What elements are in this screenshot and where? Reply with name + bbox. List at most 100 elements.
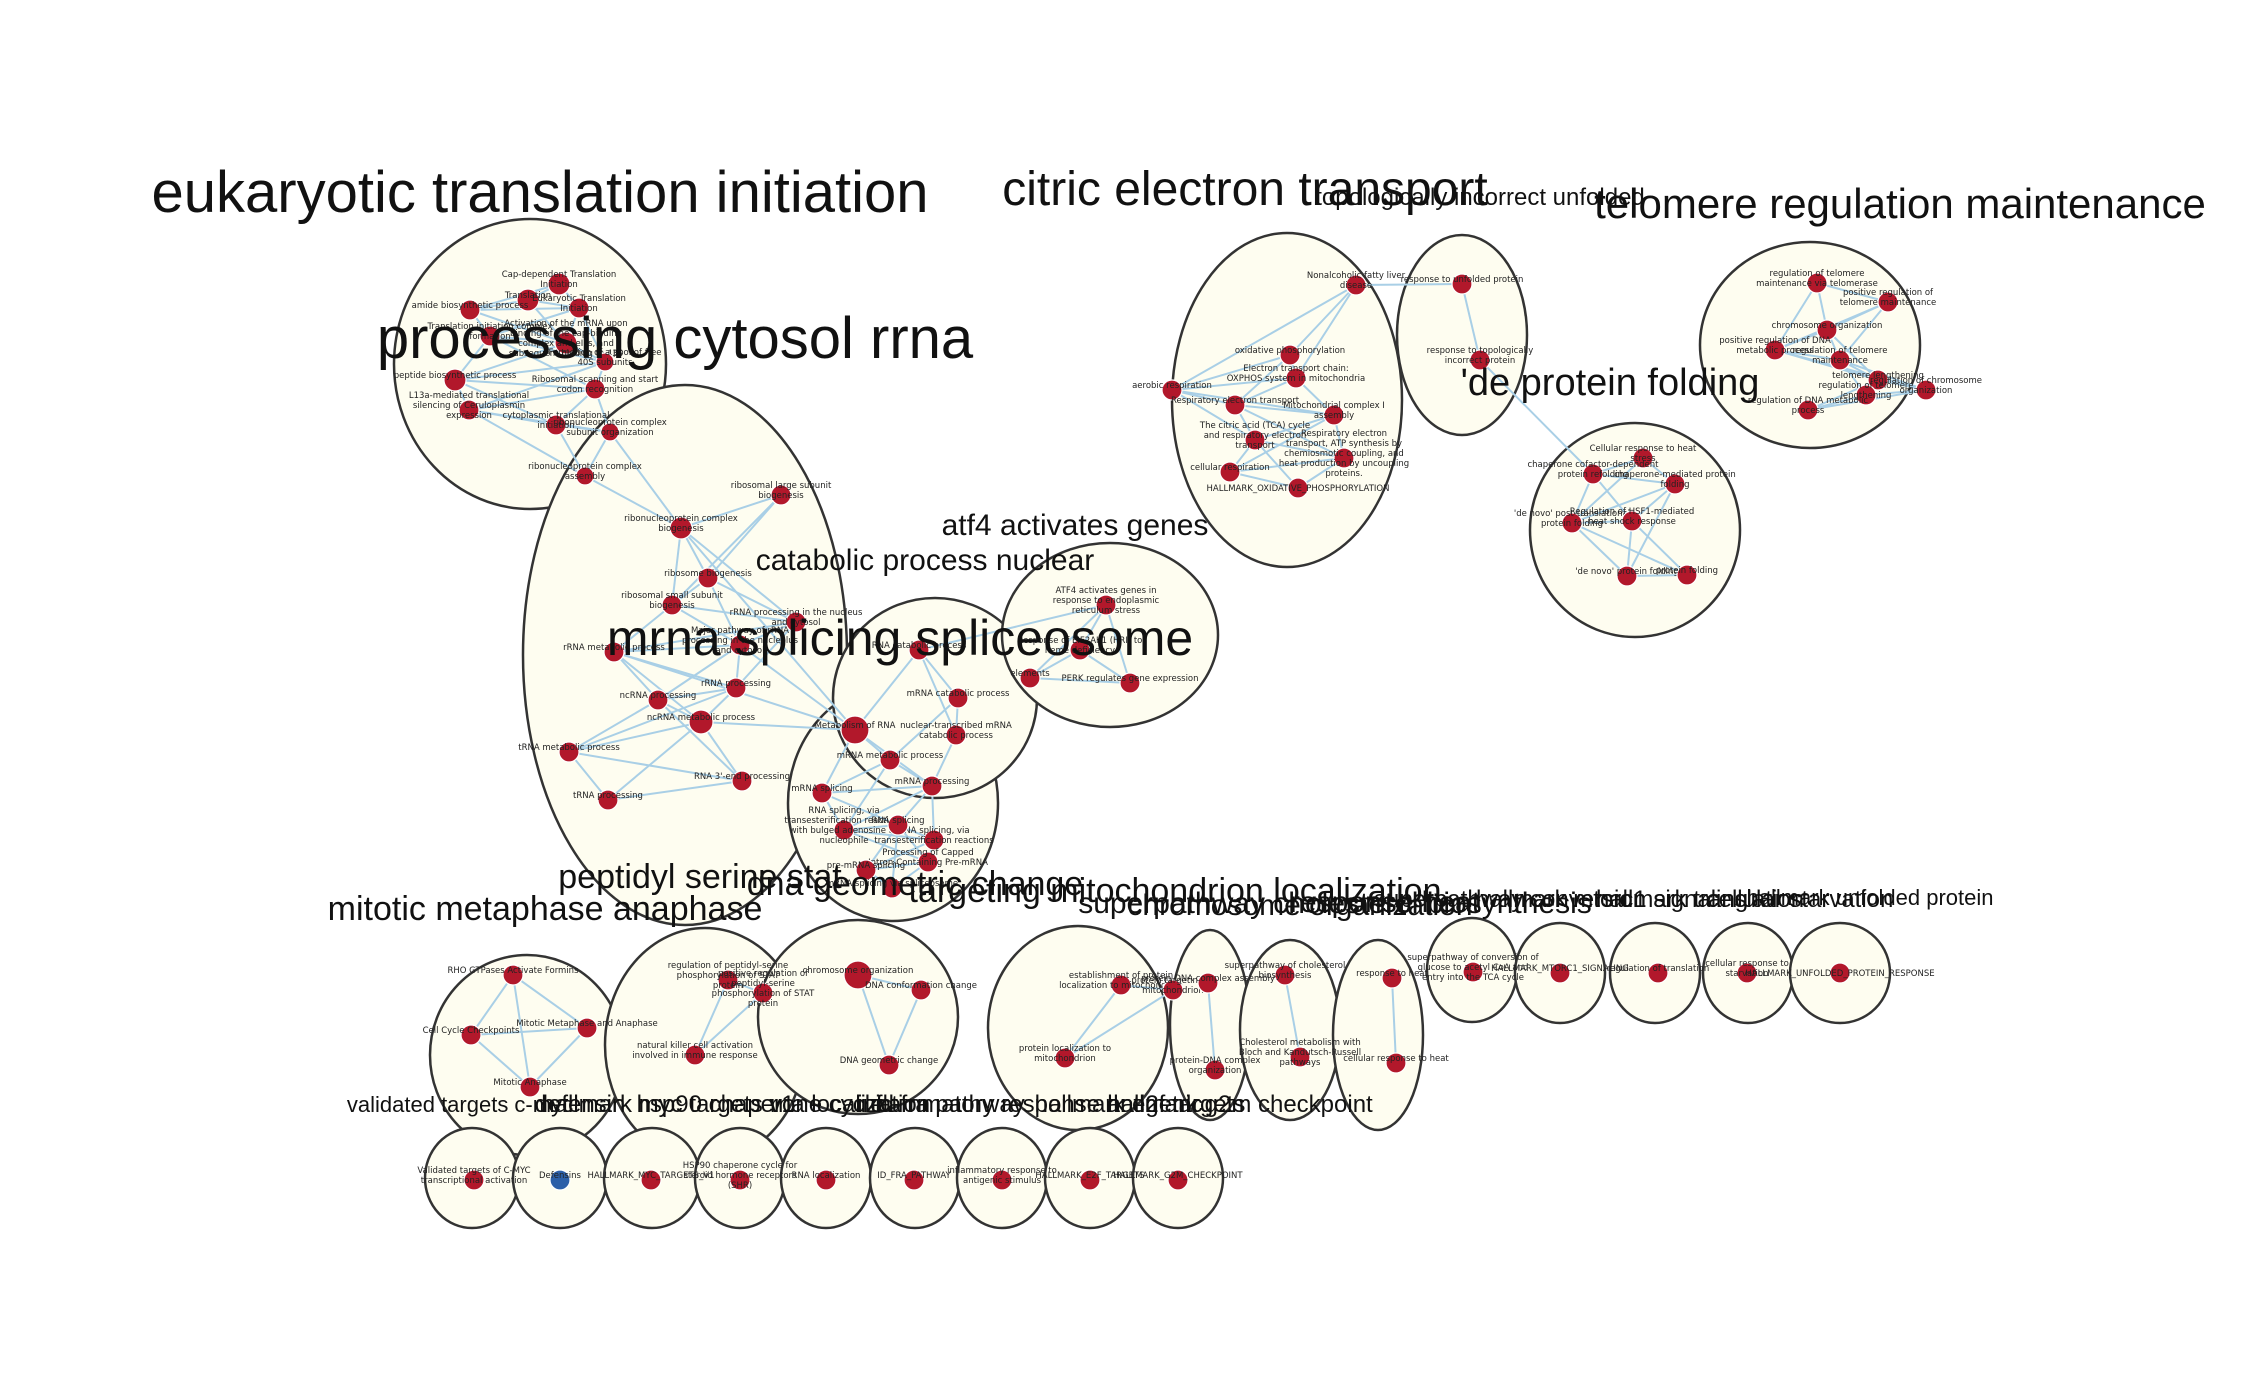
node-l13a-mediated-translational-silencing-of-ceruloplasmin-expre[interactable]: [458, 399, 480, 421]
node-cytoplasmic-translational-initiation[interactable]: [545, 414, 567, 436]
node-protein-targeting-to-mitochondrion[interactable]: [1162, 979, 1184, 1001]
node-regulation-of-telomere-maintenance[interactable]: [1829, 349, 1851, 371]
node-natural-killer-cell-activation-involved-in-immune-response[interactable]: [684, 1044, 706, 1066]
node-cellular-response-to-heat-stress[interactable]: [1632, 447, 1654, 469]
node-rna-splicing-via-transesterification-reactions-with-bulged-a[interactable]: [833, 819, 855, 841]
node-regulation-of-hsf1-mediated-heat-shock-response[interactable]: [1621, 510, 1643, 532]
node-cholesterol-metabolism-with-bloch-and-kandutsch-russell-path[interactable]: [1289, 1046, 1311, 1068]
node-positive-regulation-of-peptidyl-serine-phosphorylation-of-st[interactable]: [752, 982, 774, 1004]
node-ribonucleoprotein-complex-subunit-organization[interactable]: [600, 422, 620, 442]
node-peptide-biosynthetic-process[interactable]: [443, 368, 467, 392]
node-cellular-respiration[interactable]: [1219, 461, 1241, 483]
node-rna-splicing[interactable]: [887, 814, 909, 836]
node-activation-of-the-mrna-upon-binding-of-the-cap-binding-compl[interactable]: [554, 331, 578, 355]
node-eukaryotic-translation-initiation[interactable]: [568, 297, 590, 319]
node-elements[interactable]: [1019, 667, 1041, 689]
node-positive-regulation-of-telomere-maintenance[interactable]: [1877, 291, 1899, 313]
node-mitotic-anaphase[interactable]: [519, 1076, 541, 1098]
node-ribonucleoprotein-complex-biogenesis[interactable]: [669, 516, 693, 540]
node-rna-splicing-via-transesterification-reactions[interactable]: [923, 829, 945, 851]
node-inflammatory-response-to-antigenic-stimulus[interactable]: [991, 1169, 1013, 1191]
node-cell-cycle-checkpoints[interactable]: [460, 1024, 482, 1046]
node-dna-conformation-change[interactable]: [910, 979, 932, 1001]
node-mrna-catabolic-process[interactable]: [947, 687, 969, 709]
node-de-novo-post-translational-protein-folding[interactable]: [1561, 512, 1583, 534]
node-superpathway-of-conversion-of-glucose-to-acetyl-coa-and-entr[interactable]: [1462, 961, 1484, 983]
node-ribosomal-scanning-and-start-codon-recognition[interactable]: [584, 378, 606, 400]
node-pre-mrna-splicing[interactable]: [855, 859, 877, 881]
node-cellular-response-to-heat[interactable]: [1385, 1052, 1407, 1074]
node-hallmark-g2m-checkpoint[interactable]: [1167, 1169, 1189, 1191]
node-rrna-processing[interactable]: [725, 677, 747, 699]
node-regulation-of-telomere-maintenance-via-telomerase[interactable]: [1806, 272, 1828, 294]
node-establishment-of-protein-localization-to-mitochondrion[interactable]: [1110, 974, 1132, 996]
node-ncrna-metabolic-process[interactable]: [688, 709, 714, 735]
node-respiratory-electron-transport-atp-synthesis-by-chemiosmotic[interactable]: [1333, 447, 1355, 469]
node-translation-initiation-complex-formation[interactable]: [479, 325, 501, 347]
node-mrna-processing[interactable]: [921, 775, 943, 797]
node-regulation-of-dna-metabolic-process[interactable]: [1797, 399, 1819, 421]
cluster-atf4-activates-genes[interactable]: [1000, 541, 1220, 729]
node-mrna-splicing[interactable]: [811, 782, 833, 804]
node-cellular-response-to-starvation[interactable]: [1736, 962, 1758, 984]
node-hsp90-chaperone-cycle-for-steroid-hormone-receptors-shr[interactable]: [729, 1169, 751, 1191]
node-rho-gtpases-activate-formins[interactable]: [502, 964, 524, 986]
node-protein-dna-complex-organization[interactable]: [1204, 1059, 1226, 1081]
node-hallmark-mtorc1-signaling[interactable]: [1549, 962, 1571, 984]
node-ribosomal-large-subunit-biogenesis[interactable]: [770, 484, 792, 506]
node-protein-dna-complex-assembly[interactable]: [1197, 972, 1219, 994]
node-cap-dependent-translation-initiation[interactable]: [547, 272, 571, 296]
node-rna-localization[interactable]: [815, 1169, 837, 1191]
node-validated-targets-of-c-myc-transcriptional-activation[interactable]: [463, 1169, 485, 1191]
node-positive-regulation-of-dna-metabolic-process[interactable]: [1764, 339, 1786, 361]
node-ribosome-biogenesis[interactable]: [697, 567, 719, 589]
node-trna-processing[interactable]: [597, 789, 619, 811]
cluster-topologically-incorrect-unfolded[interactable]: [1395, 233, 1529, 437]
node-response-of-eif2ak1-hri-to-heme-deficiency[interactable]: [1069, 639, 1091, 661]
cluster-response-heat[interactable]: [1331, 938, 1425, 1132]
node-id-fra-pathway[interactable]: [903, 1169, 925, 1191]
node-regulation-of-telomere-lengthening[interactable]: [1855, 384, 1877, 406]
node-regulation-of-peptidyl-serine-phosphorylation-of-stat-protei[interactable]: [717, 969, 739, 991]
node-hallmark-oxidative-phosphorylation[interactable]: [1287, 477, 1309, 499]
node-hallmark-myc-targets-v1[interactable]: [640, 1169, 662, 1191]
node-mitotic-metaphase-and-anaphase[interactable]: [576, 1017, 598, 1039]
node-mitochondrial-complex-i-assembly[interactable]: [1323, 404, 1345, 426]
node-amide-biosynthetic-process[interactable]: [459, 299, 481, 321]
node-oxidative-phosphorylation[interactable]: [1279, 344, 1301, 366]
node-respiratory-electron-transport[interactable]: [1224, 394, 1246, 416]
node-formation-of-a-pool-of-free-40s-subunits[interactable]: [595, 352, 615, 372]
node-major-pathway-of-rrna-processing-in-the-nucleolus-and-cytoso[interactable]: [729, 634, 751, 656]
node-rrna-metabolic-process[interactable]: [603, 641, 625, 663]
node-chaperone-cofactor-dependent-protein-refolding[interactable]: [1582, 463, 1604, 485]
node-the-citric-acid-tca-cycle-and-respiratory-electron-transport[interactable]: [1244, 429, 1266, 451]
node-ribonucleoprotein-complex-assembly[interactable]: [575, 466, 595, 486]
cluster-dna-geometric-change[interactable]: [756, 918, 960, 1116]
node-rna-3-end-processing[interactable]: [731, 770, 753, 792]
node-response-to-heat[interactable]: [1381, 967, 1403, 989]
node-regulation-of-chromosome-organization[interactable]: [1915, 379, 1937, 401]
node-defensins[interactable]: [549, 1169, 571, 1191]
node-protein-localization-to-mitochondrion[interactable]: [1054, 1047, 1076, 1069]
node-protein-folding[interactable]: [1676, 564, 1698, 586]
node-response-to-unfolded-protein[interactable]: [1451, 273, 1473, 295]
node-hallmark-e2f-targets[interactable]: [1079, 1169, 1101, 1191]
node-atf4-activates-genes-in-response-to-endoplasmic-reticulum-st[interactable]: [1095, 594, 1117, 616]
node-mrna-splicing-via-spliceosome[interactable]: [881, 877, 903, 899]
node-nonalcoholic-fatty-liver-disease[interactable]: [1345, 274, 1367, 296]
node-aerobic-respiration[interactable]: [1161, 379, 1183, 401]
node-ncrna-processing[interactable]: [647, 689, 669, 711]
node-dna-geometric-change[interactable]: [878, 1054, 900, 1076]
node-chromosome-organization[interactable]: [1816, 319, 1838, 341]
node-hallmark-unfolded-protein-response[interactable]: [1829, 962, 1851, 984]
node-rna-catabolic-process[interactable]: [908, 639, 930, 661]
node-trna-metabolic-process[interactable]: [558, 741, 580, 763]
node-regulation-of-translation[interactable]: [1647, 962, 1669, 984]
node-superpathway-of-cholesterol-biosynthesis[interactable]: [1274, 964, 1296, 986]
node-processing-of-capped-intron-containing-pre-mrna[interactable]: [917, 851, 939, 873]
node-perk-regulates-gene-expression[interactable]: [1119, 672, 1141, 694]
node-chaperone-mediated-protein-folding[interactable]: [1664, 473, 1686, 495]
node-de-novo-protein-folding[interactable]: [1616, 565, 1638, 587]
node-mrna-metabolic-process[interactable]: [879, 749, 901, 771]
node-electron-transport-chain-oxphos-system-in-mitochondria[interactable]: [1285, 367, 1307, 389]
